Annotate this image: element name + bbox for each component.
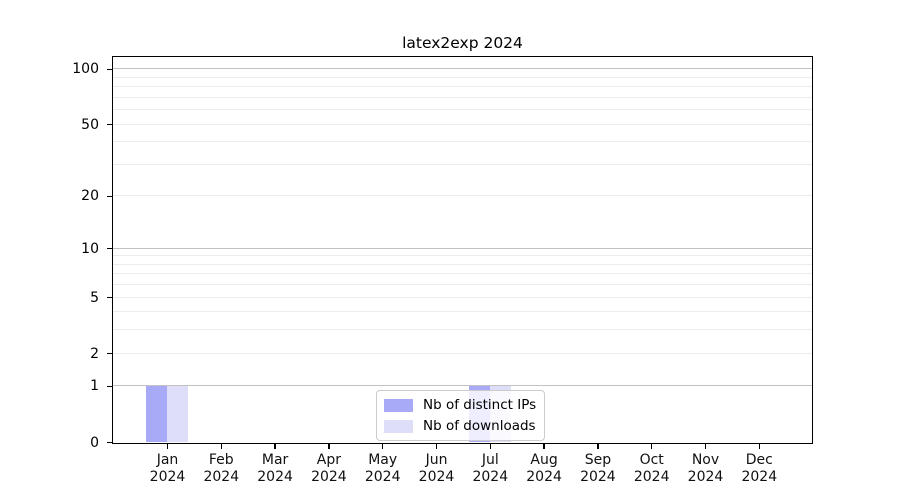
legend-entry: Nb of downloads [384, 418, 536, 434]
x-tick-month: Oct [639, 452, 664, 468]
x-tick-year: 2024 [580, 469, 616, 485]
plot-area: Nb of distinct IPs Nb of downloads [112, 56, 813, 444]
x-tick [166, 444, 169, 449]
x-tick [328, 444, 330, 449]
minor-gridline [113, 296, 812, 298]
x-tick [274, 444, 276, 449]
x-tick-year: 2024 [364, 469, 401, 485]
minor-gridline [113, 311, 812, 313]
y-tick-label: 20 [81, 188, 99, 205]
x-tick-month: Mar [261, 452, 289, 468]
y-tick [107, 385, 112, 388]
y-tick-label: 5 [90, 289, 99, 306]
x-tick-label: Aug 2024 [512, 452, 576, 486]
legend-label: Nb of downloads [423, 418, 536, 434]
x-tick [651, 444, 653, 449]
x-tick-label: Apr 2024 [297, 452, 361, 486]
x-tick-year: 2024 [203, 469, 240, 485]
y-tick [107, 352, 112, 355]
y-tick [107, 247, 112, 250]
x-tick-label: Feb 2024 [189, 452, 253, 486]
x-tick [382, 444, 384, 449]
x-tick-year: 2024 [526, 469, 562, 485]
y-tick-label: 1 [90, 378, 99, 395]
x-tick-label: Mar 2024 [243, 452, 307, 486]
minor-gridline [113, 163, 812, 165]
major-gridline [113, 68, 812, 70]
legend-swatch [384, 398, 413, 412]
x-tick-month: Apr [316, 452, 341, 468]
minor-gridline [113, 352, 812, 354]
major-gridline [113, 247, 812, 249]
y-tick-label: 0 [90, 434, 99, 451]
y-tick [107, 123, 112, 126]
x-tick-label: Jul 2024 [458, 452, 522, 486]
x-tick-year: 2024 [418, 469, 455, 485]
x-tick-month: May [368, 452, 398, 468]
x-tick-month: Nov [691, 452, 720, 468]
minor-gridline [113, 284, 812, 286]
x-tick [220, 444, 222, 449]
x-tick-label: Dec 2024 [727, 452, 791, 486]
x-tick [597, 444, 599, 449]
minor-gridline [113, 255, 812, 257]
minor-gridline [113, 86, 812, 88]
x-tick-label: Oct 2024 [620, 452, 684, 486]
bar [167, 385, 188, 442]
y-tick [107, 195, 112, 198]
minor-gridline [113, 263, 812, 265]
x-tick-year: 2024 [472, 469, 509, 485]
chart-title: latex2exp 2024 [402, 34, 523, 52]
x-tick-year: 2024 [257, 469, 293, 485]
legend-swatch [384, 419, 413, 433]
minor-gridline [113, 141, 812, 143]
minor-gridline [113, 76, 812, 78]
x-tick-month: Aug [530, 452, 558, 468]
legend: Nb of distinct IPs Nb of downloads [376, 390, 546, 441]
x-tick [489, 444, 491, 449]
legend-entry: Nb of distinct IPs [384, 397, 536, 413]
x-tick-label: Jan 2024 [136, 452, 200, 486]
y-tick-label: 10 [81, 240, 99, 257]
minor-gridline [113, 329, 812, 331]
x-tick-year: 2024 [311, 469, 347, 485]
x-tick-month: Jun [425, 452, 448, 468]
minor-gridline [113, 273, 812, 275]
x-tick-label: May 2024 [351, 452, 415, 486]
x-tick-month: Feb [208, 452, 234, 468]
y-tick [107, 68, 112, 71]
x-tick-month: Jan [156, 452, 179, 468]
y-tick-label: 100 [72, 61, 99, 78]
y-tick [107, 296, 112, 299]
x-tick [704, 444, 707, 449]
x-tick-label: Nov 2024 [674, 452, 738, 486]
y-tick-label: 50 [81, 116, 99, 133]
major-gridline [113, 385, 812, 387]
x-tick [543, 444, 545, 449]
bar [146, 385, 167, 442]
y-tick-label: 2 [90, 345, 99, 362]
minor-gridline [113, 123, 812, 125]
minor-gridline [113, 195, 812, 197]
gridlines-layer [113, 57, 812, 443]
x-tick-year: 2024 [149, 469, 186, 485]
x-tick-month: Sep [584, 452, 612, 468]
x-tick [435, 444, 438, 449]
x-tick [758, 444, 760, 449]
legend-label: Nb of distinct IPs [423, 397, 537, 413]
x-tick-month: Dec [745, 452, 773, 468]
x-tick-year: 2024 [741, 469, 778, 485]
x-tick-label: Sep 2024 [566, 452, 630, 486]
x-tick-year: 2024 [687, 469, 724, 485]
minor-gridline [113, 109, 812, 111]
x-tick-year: 2024 [633, 469, 670, 485]
minor-gridline [113, 96, 812, 98]
x-tick-label: Jun 2024 [405, 452, 469, 486]
x-tick-month: Jul [481, 452, 499, 468]
y-tick [107, 441, 112, 444]
